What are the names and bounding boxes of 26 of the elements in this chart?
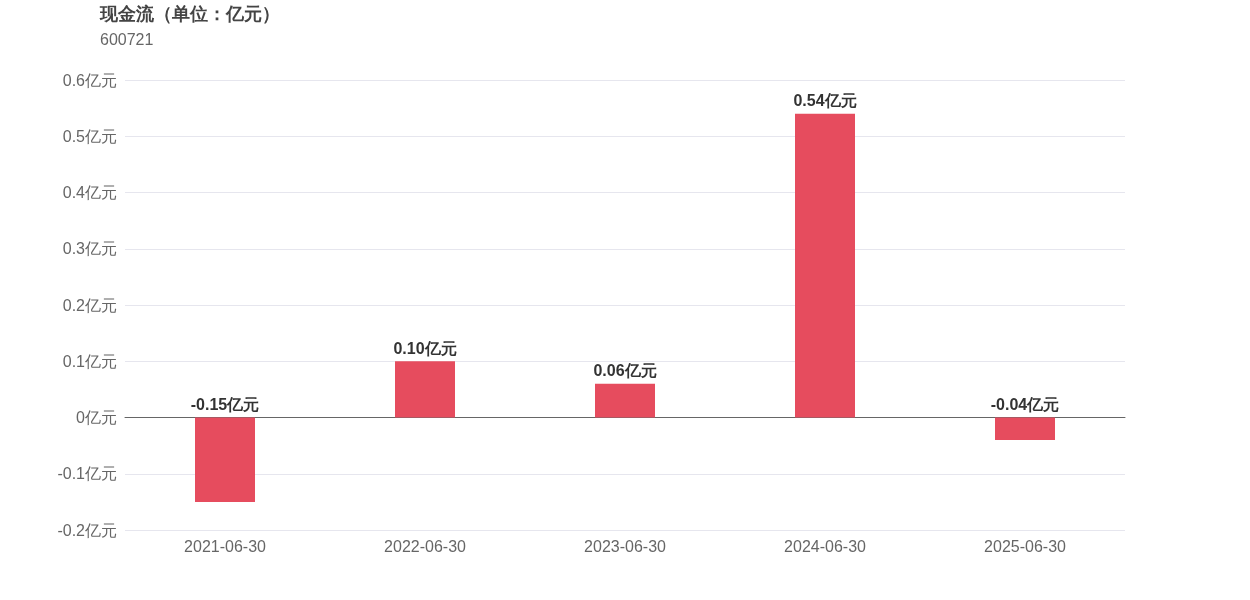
x-tick-label: 2021-06-30 [184, 537, 267, 555]
x-tick-label: 2022-06-30 [384, 537, 467, 555]
y-tick-label: 0.3亿元 [62, 240, 117, 258]
chart-subtitle: 600721 [100, 30, 154, 48]
data-label: 0.10亿元 [393, 339, 457, 357]
chart-title: 现金流（单位：亿元） [99, 4, 280, 24]
bar [395, 361, 455, 418]
data-label: -0.15亿元 [190, 396, 260, 413]
data-label: 0.54亿元 [793, 92, 857, 110]
bar [995, 417, 1055, 440]
y-tick-label: 0.6亿元 [62, 71, 117, 89]
bar [595, 383, 655, 418]
y-tick-label: 0亿元 [76, 409, 117, 426]
x-tick-label: 2024-06-30 [784, 537, 867, 555]
y-tick-label: 0.1亿元 [62, 352, 117, 370]
y-tick-label: 0.4亿元 [62, 184, 117, 201]
y-tick-label: -0.1亿元 [57, 465, 117, 483]
x-tick-label: 2023-06-30 [584, 537, 667, 555]
y-tick-label: -0.2亿元 [57, 521, 117, 539]
y-tick-label: 0.5亿元 [62, 127, 117, 145]
bar [195, 417, 255, 502]
data-label: -0.04亿元 [990, 396, 1060, 413]
x-tick-label: 2025-06-30 [984, 537, 1067, 555]
bar [795, 113, 855, 418]
data-label: 0.06亿元 [593, 362, 657, 380]
y-tick-label: 0.2亿元 [62, 296, 117, 314]
